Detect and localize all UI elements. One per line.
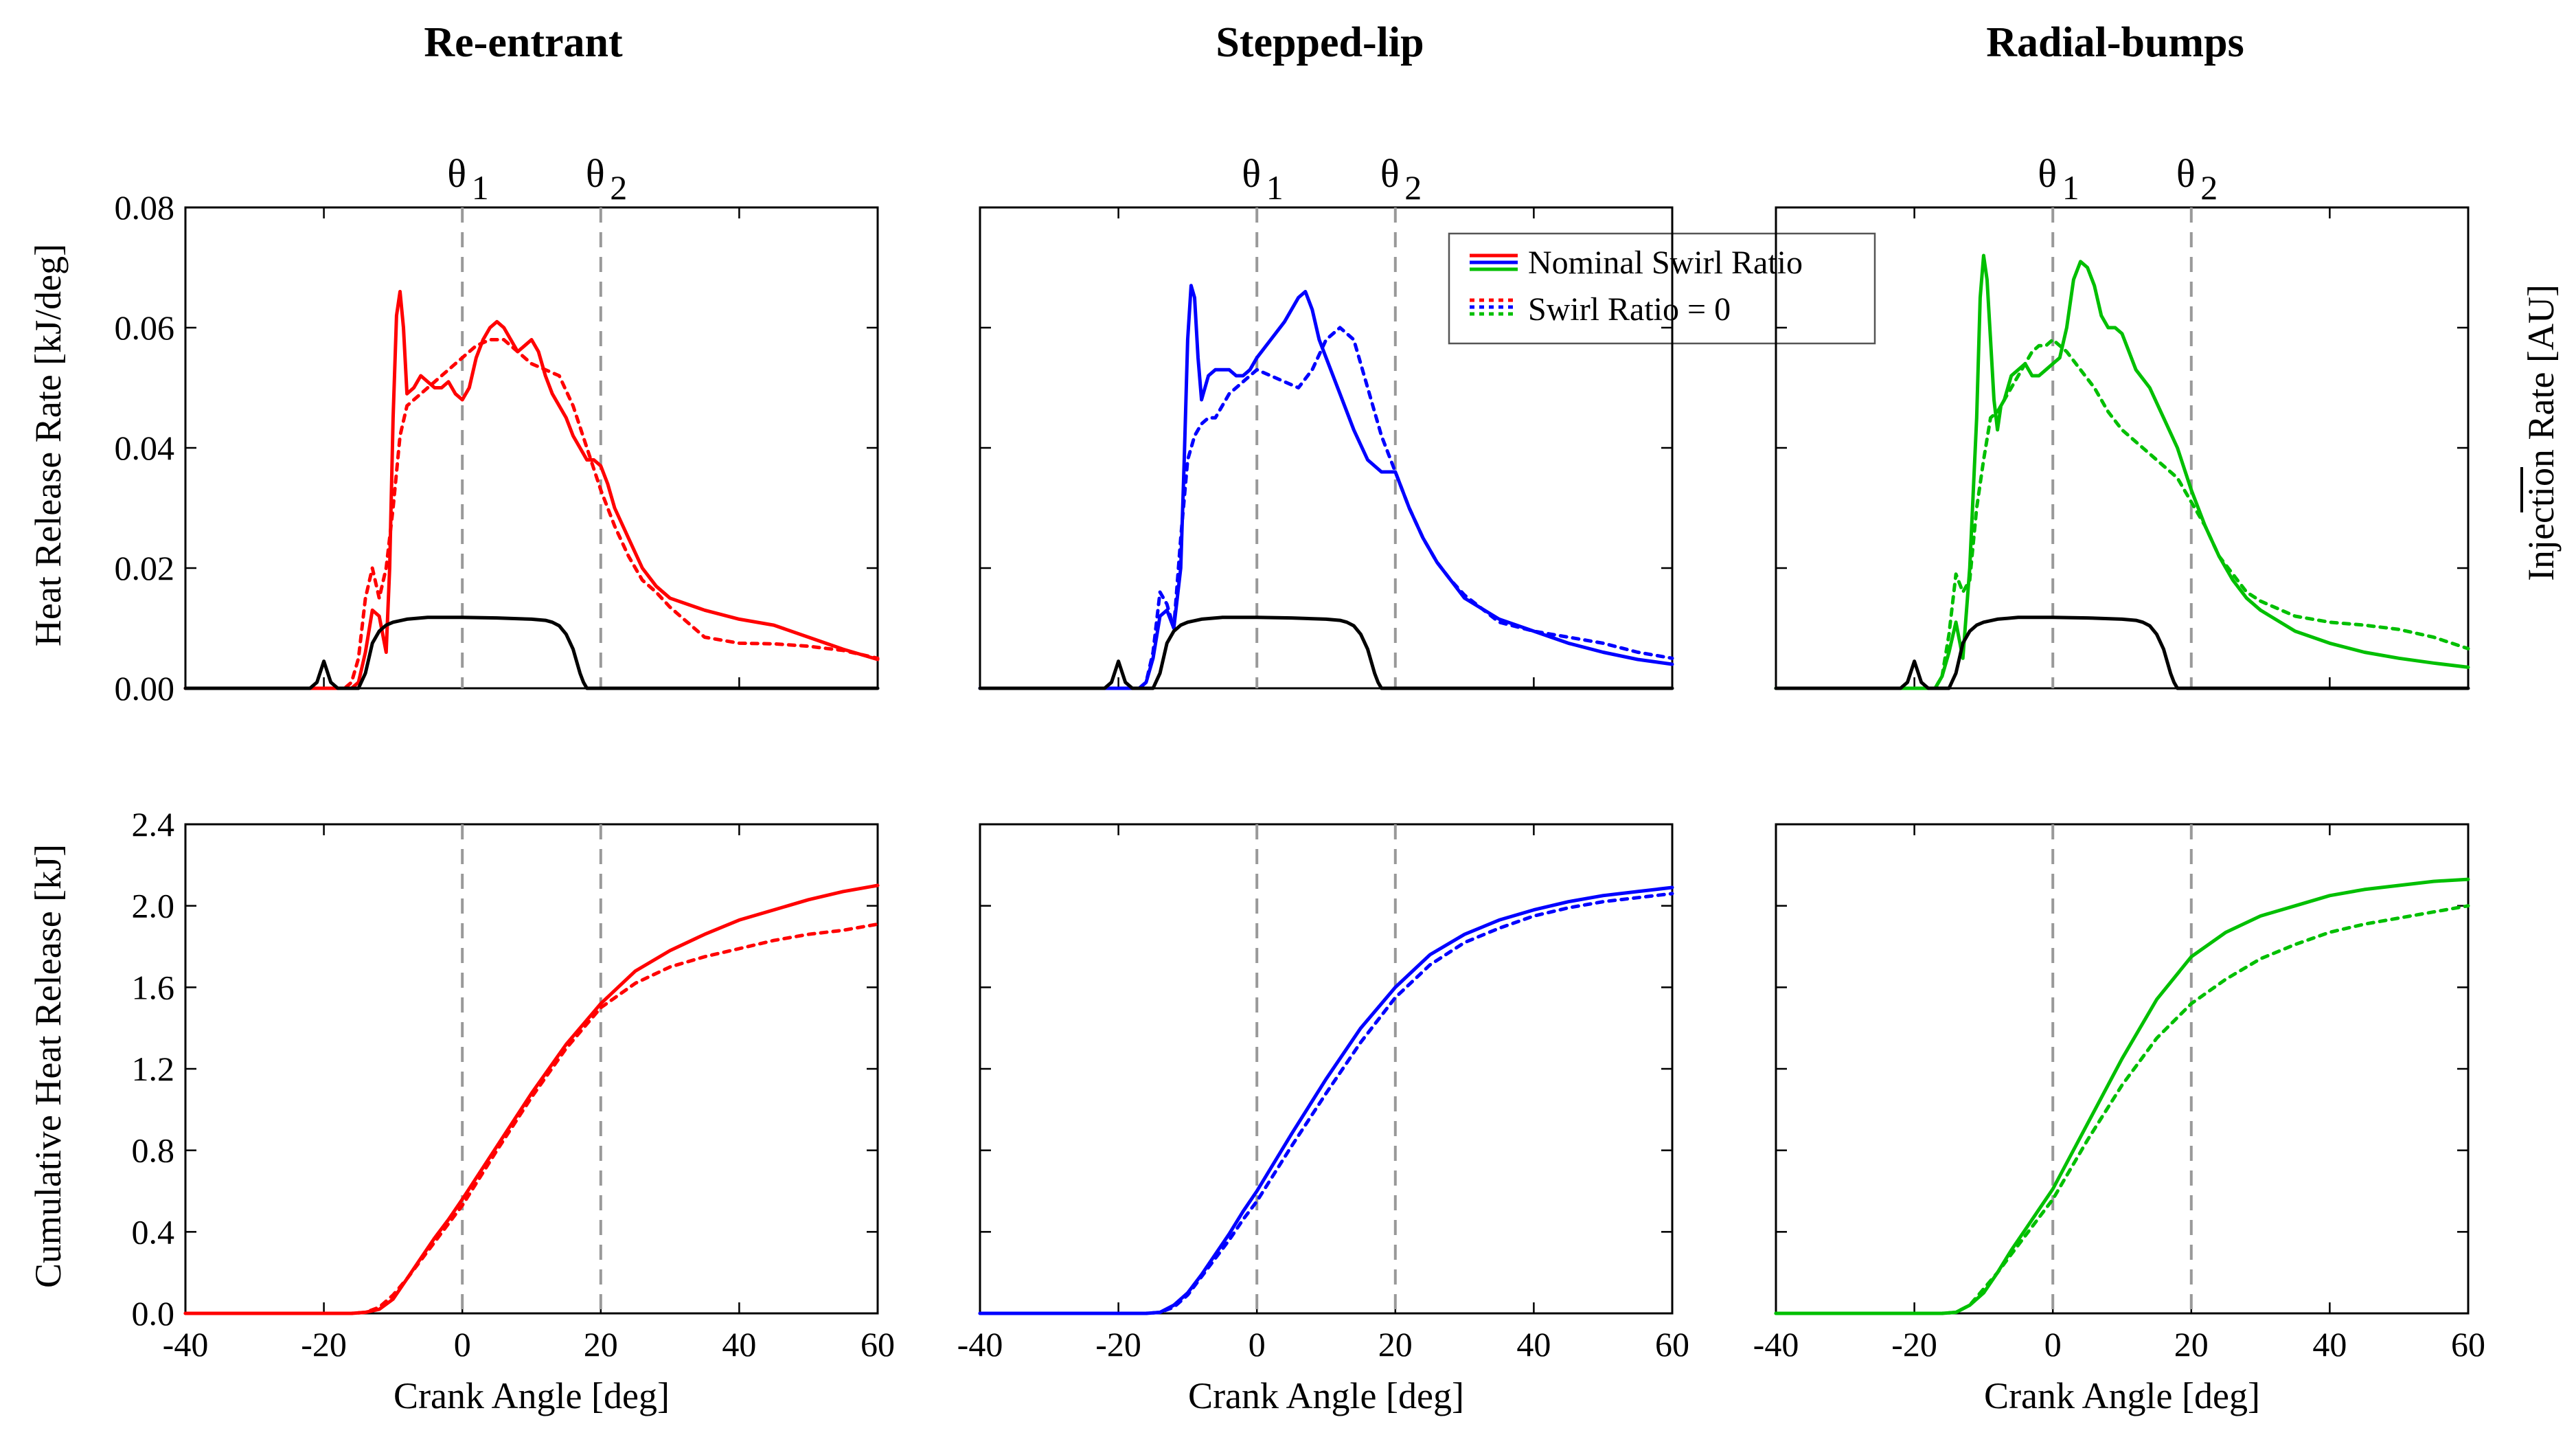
legend-label-dotted: Swirl Ratio = 0: [1528, 291, 1731, 328]
y-axis-label-injection-rate: Injection Rate [AU]: [2520, 284, 2562, 581]
chr_re_entrant-x-tick-label-2: 0: [454, 1325, 471, 1364]
hrr_re_entrant-y-tick-label-3: 0.06: [115, 308, 175, 347]
chr_re_entrant-y-tick-label-5: 2.0: [132, 887, 175, 925]
hrr_radial_bumps-frame: [1775, 206, 2470, 690]
hrr_stepped_lip-series-injection-rate: [978, 615, 1674, 690]
chr_re_entrant-series-swirl-ratio-0: [183, 922, 880, 1315]
hrr_re_entrant-theta2-subscript: 2: [610, 168, 627, 207]
chr_re_entrant-x-tick-label-5: 60: [860, 1325, 895, 1364]
column-title-re-entrant: Re-entrant: [424, 19, 623, 66]
chr_radial_bumps-x-tick-label-0: -40: [1753, 1325, 1799, 1364]
chr_re_entrant-x-tick-label-1: -20: [301, 1325, 347, 1364]
chr_stepped_lip-series-nominal-swirl-ratio: [978, 885, 1674, 1315]
column-title-radial-bumps: Radial-bumps: [1986, 19, 2244, 66]
hrr_re_entrant-series-swirl-ratio-0: [183, 338, 880, 690]
chr_radial_bumps-x-axis-label: Crank Angle [deg]: [1984, 1375, 2260, 1416]
hrr_re_entrant-y-tick-label-1: 0.02: [115, 549, 175, 587]
hrr_radial_bumps-series-injection-rate: [1774, 615, 2470, 690]
chr_re_entrant-y-tick-label-0: 0.0: [132, 1294, 175, 1333]
hrr_radial_bumps-theta1-subscript: 1: [2062, 168, 2079, 207]
hrr_re_entrant-frame: [184, 206, 879, 690]
chr_stepped_lip-x-tick-label-3: 20: [1378, 1325, 1413, 1364]
hrr_radial_bumps-theta1-label: θ: [2038, 151, 2057, 196]
hrr_stepped_lip-series-swirl-ratio-0: [978, 326, 1674, 690]
chr_radial_bumps-x-tick-label-3: 20: [2174, 1325, 2209, 1364]
chr_radial_bumps-x-tick-label-2: 0: [2044, 1325, 2062, 1364]
chr_re_entrant-y-tick-label-1: 0.4: [132, 1212, 175, 1251]
chr_stepped_lip-x-tick-label-1: -20: [1095, 1325, 1141, 1364]
chr_stepped_lip-frame: [979, 823, 1674, 1315]
chr_stepped_lip-x-tick-label-4: 40: [1516, 1325, 1551, 1364]
chr_radial_bumps-series-swirl-ratio-0: [1774, 904, 2470, 1315]
chr_stepped_lip-x-axis-label: Crank Angle [deg]: [1188, 1375, 1464, 1416]
chr_re_entrant-frame: [184, 823, 879, 1315]
legend-label-solid: Nominal Swirl Ratio: [1528, 245, 1803, 281]
hrr_stepped_lip-theta1-label: θ: [1242, 151, 1261, 196]
chr_radial_bumps-frame: [1775, 823, 2470, 1315]
hrr_radial_bumps-series-swirl-ratio-0: [1774, 338, 2470, 690]
hrr_re_entrant-theta2-label: θ: [586, 151, 605, 196]
chr_re_entrant-x-tick-label-3: 20: [584, 1325, 618, 1364]
chr_re_entrant-x-axis-label: Crank Angle [deg]: [394, 1375, 670, 1416]
hrr_radial_bumps-theta2-subscript: 2: [2200, 168, 2218, 207]
chr_re_entrant-x-tick-label-4: 40: [722, 1325, 756, 1364]
column-title-stepped-lip: Stepped-lip: [1216, 19, 1424, 66]
chr_stepped_lip-x-tick-label-5: 60: [1655, 1325, 1689, 1364]
chr_stepped_lip-x-tick-label-2: 0: [1249, 1325, 1266, 1364]
legend: Nominal Swirl Ratio Swirl Ratio = 0: [1448, 232, 1876, 345]
hrr_re_entrant-series-nominal-swirl-ratio: [183, 290, 880, 690]
hrr_re_entrant-theta1-label: θ: [447, 151, 466, 196]
chr_re_entrant-y-tick-label-6: 2.4: [132, 805, 175, 844]
hrr_stepped_lip-theta2-subscript: 2: [1404, 168, 1422, 207]
y-axis-label-cumulative-heat-release: Cumulative Heat Release [kJ]: [27, 844, 69, 1288]
hrr_stepped_lip-theta1-subscript: 1: [1266, 168, 1284, 207]
chr_re_entrant-y-tick-label-4: 1.6: [132, 968, 175, 1006]
hrr_re_entrant-theta1-subscript: 1: [472, 168, 489, 207]
chr_radial_bumps-x-tick-label-4: 40: [2312, 1325, 2347, 1364]
chr_stepped_lip-series-swirl-ratio-0: [978, 892, 1674, 1315]
chr_re_entrant-y-tick-label-3: 1.2: [132, 1050, 175, 1088]
hrr_stepped_lip-series-nominal-swirl-ratio: [978, 284, 1674, 690]
chr_radial_bumps-x-tick-label-5: 60: [2451, 1325, 2485, 1364]
hrr_radial_bumps-series-nominal-swirl-ratio: [1774, 253, 2470, 690]
legend-box: [1448, 232, 1876, 345]
chr_radial_bumps-series-nominal-swirl-ratio: [1774, 877, 2470, 1315]
chr_re_entrant-series-nominal-swirl-ratio: [183, 883, 880, 1315]
hrr_re_entrant-y-tick-label-0: 0.00: [115, 669, 175, 708]
chr_radial_bumps-x-tick-label-1: -20: [1891, 1325, 1937, 1364]
hrr_stepped_lip-theta2-label: θ: [1380, 151, 1400, 196]
hrr_re_entrant-y-tick-label-2: 0.04: [115, 429, 175, 467]
y-axis-label-heat-release-rate: Heat Release Rate [kJ/deg]: [27, 244, 69, 646]
chr_stepped_lip-x-tick-label-0: -40: [957, 1325, 1003, 1364]
chr_re_entrant-x-tick-label-0: -40: [163, 1325, 209, 1364]
chr_re_entrant-y-tick-label-2: 0.8: [132, 1131, 175, 1170]
hrr_re_entrant-series-injection-rate: [183, 615, 880, 690]
hrr_radial_bumps-theta2-label: θ: [2176, 151, 2196, 196]
hrr_re_entrant-y-tick-label-4: 0.08: [115, 188, 175, 227]
